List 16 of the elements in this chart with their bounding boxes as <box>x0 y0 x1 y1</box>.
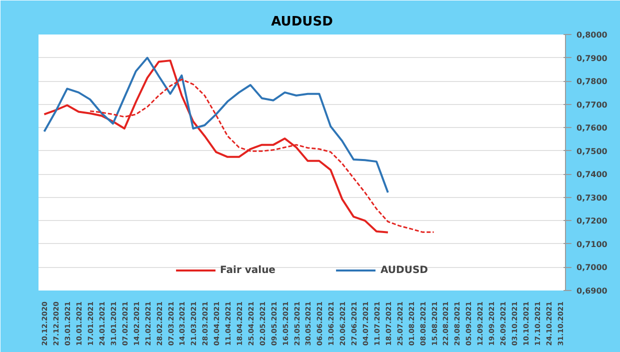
y-tick-label: 0,6900 <box>576 286 608 296</box>
legend-label: AUDUSD <box>380 264 428 276</box>
y-tick-label: 0,7300 <box>576 193 608 202</box>
y-tick-label: 0,7600 <box>576 124 608 133</box>
legend-label: Fair value <box>220 264 276 276</box>
y-tick-label: 0,7100 <box>576 240 608 249</box>
y-tick-label: 0,7900 <box>576 54 608 63</box>
y-tick-label: 0,7200 <box>576 216 608 226</box>
y-tick-label: 0,7700 <box>576 100 608 110</box>
y-tick-label: 0,7500 <box>576 146 608 156</box>
y-tick-label: 0,7400 <box>576 170 608 180</box>
y-tick-label: 0,7800 <box>576 77 608 86</box>
line-series <box>43 56 389 194</box>
y-tick-label: 0,7000 <box>576 263 608 272</box>
y-tick-label: 0,8000 <box>576 30 608 40</box>
chart-title: AUDUSD <box>271 14 334 30</box>
